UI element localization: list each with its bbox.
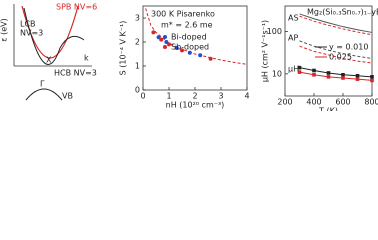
y-label: μH (cm² V⁻¹s⁻¹) [261, 20, 270, 82]
mu-line [299, 67, 373, 78]
x-label: nH (10²⁰ cm⁻³) [166, 101, 225, 110]
x-tick-label: 3 [218, 92, 223, 101]
annotation: μH [288, 65, 299, 74]
y-tick-label: 1 [135, 62, 140, 71]
point [174, 46, 179, 50]
model-line [299, 40, 373, 60]
model-line [299, 45, 373, 64]
annotation: Γ [40, 80, 45, 89]
legend-label: y = 0.010 [329, 43, 368, 52]
legend-marker [163, 35, 167, 39]
annotation: NV=3 [20, 29, 43, 38]
y-tick-label: 100 [267, 27, 282, 36]
annotation: AS [288, 14, 299, 23]
x-tick-label: 800 [364, 98, 378, 107]
point [297, 65, 302, 70]
point [312, 68, 316, 73]
y-tick-label: 0 [135, 86, 140, 95]
legend-label: Sb-doped [171, 43, 209, 52]
mu-line [299, 71, 373, 81]
point [355, 77, 360, 81]
point [341, 76, 345, 80]
point [167, 42, 171, 47]
y-label: ε (eV) [0, 18, 9, 42]
title: 300 K Pisarenko [151, 10, 215, 19]
x-tick-label: 0 [140, 92, 145, 101]
y-tick-label: 10 [272, 69, 282, 78]
point [164, 40, 169, 44]
band-schematic: ε (eV) k SPB NV=6 LCB NV=3 X HCB NV=3 Γ … [0, 3, 97, 101]
y-tick-label: 2 [135, 38, 140, 47]
point [187, 50, 192, 55]
x-tick-label: 400 [306, 98, 321, 107]
point [156, 35, 161, 40]
point [326, 75, 331, 79]
point [326, 71, 331, 75]
annotation: LCB [20, 20, 36, 29]
annotation: AP [288, 34, 298, 43]
annotation: X [46, 56, 52, 65]
y-label: S (10⁻⁴ V K⁻¹) [119, 21, 128, 76]
x-tick-label: 1 [166, 92, 171, 101]
point [312, 72, 316, 77]
annotation: HCB NV=3 [54, 69, 97, 78]
legend-marker [163, 45, 167, 49]
legend-label: Bi-doped [171, 33, 207, 42]
y-tick-label: 3 [135, 14, 140, 23]
x-tick-label: 200 [277, 98, 292, 107]
x-tick-label: 600 [335, 98, 350, 107]
annotation: VB [62, 92, 73, 101]
model-line [299, 15, 373, 36]
point [159, 37, 164, 42]
point [355, 73, 360, 78]
x-tick-label: 2 [192, 92, 197, 101]
plot-frame [284, 5, 373, 97]
x-label: T (K) [318, 107, 338, 112]
x-tick-label: 4 [244, 92, 249, 101]
subtitle: m* = 2.6 me [161, 21, 213, 30]
cb-band [23, 7, 85, 65]
title: Mg₂(Si₀.₃Sn₀.₇)₁₋yBiy [307, 8, 378, 17]
x-label: k [84, 54, 89, 63]
annotation: SPB NV=6 [56, 3, 97, 12]
legend-label: 0.025 [329, 53, 352, 62]
point [341, 72, 345, 77]
point [370, 78, 374, 83]
point [180, 48, 184, 53]
pisarenko-line [145, 8, 248, 65]
model-line [299, 13, 373, 33]
figure: ε (eV) k SPB NV=6 LCB NV=3 X HCB NV=3 Γ … [0, 3, 378, 112]
point [370, 75, 374, 79]
point [198, 53, 203, 58]
vb-band [25, 88, 63, 101]
point [208, 56, 213, 61]
point [151, 30, 156, 35]
point [297, 70, 302, 74]
